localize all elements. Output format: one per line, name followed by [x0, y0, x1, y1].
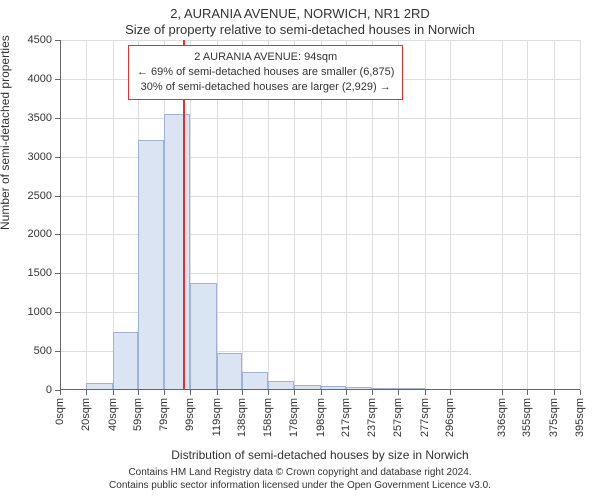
xtick-label: 277sqm	[419, 398, 431, 437]
xtick	[450, 390, 451, 395]
xtick-label: 59sqm	[132, 398, 144, 431]
xtick-label: 296sqm	[444, 398, 456, 437]
x-axis-label: Distribution of semi-detached houses by …	[60, 448, 580, 462]
xtick-label: 395sqm	[574, 398, 586, 437]
xtick	[164, 390, 165, 395]
ytick-label: 4000	[12, 73, 52, 85]
xtick-label: 198sqm	[315, 398, 327, 437]
chart-title-line2: Size of property relative to semi-detach…	[0, 22, 600, 37]
xtick	[294, 390, 295, 395]
ytick-label: 4500	[12, 34, 52, 46]
xtick	[372, 390, 373, 395]
xtick	[138, 390, 139, 395]
xtick-label: 119sqm	[211, 398, 223, 436]
xtick-label: 375sqm	[548, 398, 560, 437]
ytick-label: 2000	[12, 228, 52, 240]
xtick-label: 217sqm	[340, 398, 352, 437]
xtick-label: 40sqm	[107, 398, 119, 431]
xtick	[527, 390, 528, 395]
plot-area: 0500100015002000250030003500400045000sqm…	[60, 40, 580, 390]
xtick-label: 0sqm	[54, 398, 66, 425]
xtick-label: 257sqm	[392, 398, 404, 437]
plot-border	[60, 40, 580, 390]
xtick-label: 99sqm	[184, 398, 196, 431]
xtick	[346, 390, 347, 395]
xtick	[398, 390, 399, 395]
ytick-label: 1500	[12, 267, 52, 279]
xtick-label: 20sqm	[80, 398, 92, 431]
xtick-label: 237sqm	[366, 398, 378, 437]
ytick-label: 2500	[12, 190, 52, 202]
footer-line2: Contains public sector information licen…	[0, 480, 600, 491]
xtick-label: 158sqm	[262, 398, 274, 437]
figure-root: 2, AURANIA AVENUE, NORWICH, NR1 2RD Size…	[0, 0, 600, 500]
xtick	[554, 390, 555, 395]
ytick-label: 3000	[12, 151, 52, 163]
xtick-label: 336sqm	[496, 398, 508, 437]
xtick	[321, 390, 322, 395]
ytick-label: 1000	[12, 306, 52, 318]
chart-title-line1: 2, AURANIA AVENUE, NORWICH, NR1 2RD	[0, 6, 600, 21]
ytick-label: 3500	[12, 112, 52, 124]
xtick	[113, 390, 114, 395]
xtick	[86, 390, 87, 395]
xtick	[502, 390, 503, 395]
xtick	[242, 390, 243, 395]
xtick-label: 355sqm	[521, 398, 533, 437]
footer-line1: Contains HM Land Registry data © Crown c…	[0, 467, 600, 478]
xtick	[425, 390, 426, 395]
xtick-label: 178sqm	[288, 398, 300, 437]
ytick-label: 0	[12, 384, 52, 396]
xtick	[190, 390, 191, 395]
y-axis-label: Number of semi-detached properties	[0, 35, 12, 230]
xtick-label: 79sqm	[158, 398, 170, 431]
xtick	[268, 390, 269, 395]
xtick	[217, 390, 218, 395]
ytick-label: 500	[12, 345, 52, 357]
xtick-label: 138sqm	[236, 398, 248, 437]
xtick	[580, 390, 581, 395]
xtick	[60, 390, 61, 395]
gridline-vertical	[580, 40, 581, 390]
